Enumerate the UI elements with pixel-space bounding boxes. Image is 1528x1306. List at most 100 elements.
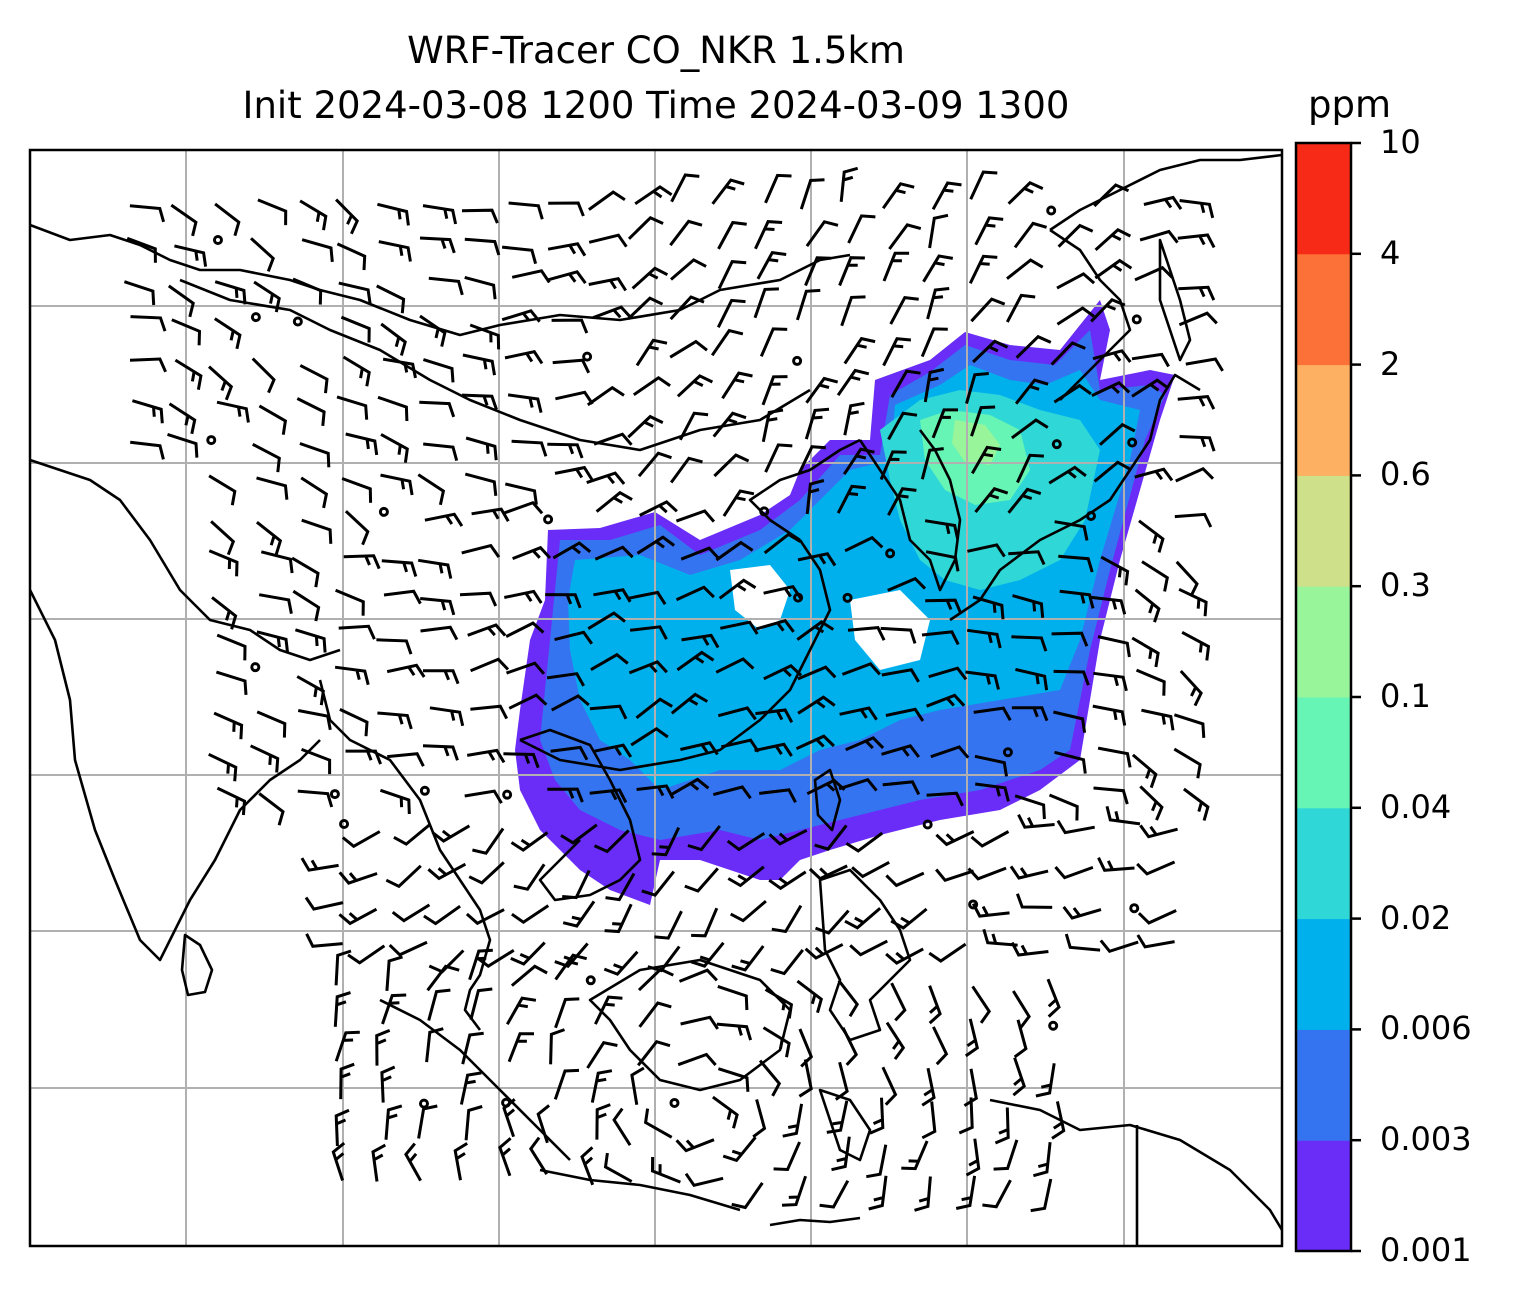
- gridlines: [30, 150, 1282, 1246]
- colorbar-segment: [1296, 364, 1351, 476]
- calm-wind-marker: [669, 1097, 680, 1108]
- wind-barb: [638, 1001, 672, 1028]
- coast-korea: [858, 429, 962, 592]
- calm-wind-marker: [418, 1098, 429, 1109]
- coast-vietnam: [519, 728, 642, 902]
- wind-barb: [1179, 669, 1203, 707]
- wind-barb: [213, 317, 242, 350]
- wind-barb: [669, 219, 703, 247]
- wind-barb: [1011, 635, 1048, 652]
- wind-barb: [636, 535, 675, 555]
- wind-barb: [882, 337, 912, 367]
- wind-barb: [506, 661, 546, 675]
- wind-barb: [1099, 422, 1136, 446]
- colorbar-segment: [1296, 918, 1351, 1030]
- wind-barb: [754, 220, 783, 250]
- wind-barb: [1062, 905, 1102, 920]
- wind-barb: [831, 1136, 851, 1172]
- wind-barb: [469, 987, 493, 1021]
- wind-barb: [967, 866, 1007, 881]
- wind-barb: [882, 780, 921, 796]
- coast-russia-border: [30, 223, 851, 337]
- wind-barb: [680, 741, 719, 756]
- wind-barb: [722, 1136, 757, 1163]
- calm-wind-marker: [1046, 205, 1057, 216]
- coast-china-east: [748, 438, 861, 542]
- wind-barb: [380, 433, 409, 463]
- wind-barb: [345, 749, 382, 765]
- wind-barb: [1010, 941, 1049, 957]
- wind-barb: [1105, 805, 1141, 826]
- wind-barb: [1179, 435, 1216, 452]
- wind-barb: [635, 697, 673, 719]
- wind-barb: [380, 473, 414, 496]
- wind-barb: [427, 988, 451, 1021]
- wind-barb: [722, 489, 755, 517]
- wind-barb: [1017, 814, 1055, 829]
- colorbar-segment: [1296, 697, 1351, 809]
- calm-wind-marker: [292, 316, 303, 327]
- wind-barb: [841, 662, 881, 676]
- wind-barb: [461, 1031, 484, 1065]
- wind-barb: [717, 706, 757, 721]
- wind-barb: [796, 620, 835, 641]
- wind-barb: [764, 988, 794, 1019]
- wind-barb: [1006, 258, 1044, 280]
- wind-barb: [795, 288, 821, 321]
- wind-barb: [635, 338, 668, 367]
- wind-barb: [347, 944, 386, 965]
- wind-barb: [805, 479, 825, 515]
- wind-barb: [752, 1099, 767, 1139]
- wind-barb: [982, 928, 1018, 947]
- wind-barb: [589, 704, 628, 720]
- wind-barb: [1179, 199, 1215, 219]
- wind-barb: [651, 826, 681, 857]
- wind-barb: [928, 985, 942, 1025]
- wind-barb: [974, 216, 1004, 246]
- wind-barb: [923, 367, 945, 403]
- calm-wind-marker: [922, 819, 933, 830]
- wind-barb: [669, 339, 708, 359]
- wind-barb: [971, 985, 992, 1024]
- wind-barb: [174, 244, 208, 267]
- wind-barb: [593, 743, 633, 758]
- wind-barb: [637, 451, 672, 478]
- coast-java: [539, 1168, 741, 1212]
- wind-barb: [1131, 352, 1170, 368]
- wind-barb: [427, 862, 467, 881]
- wind-barb: [511, 269, 551, 284]
- wind-barb: [890, 982, 907, 1022]
- wind-barb: [376, 638, 413, 655]
- wind-barb: [126, 236, 157, 263]
- wind-barb: [123, 280, 156, 306]
- wind-barb: [928, 213, 949, 249]
- wind-barb: [627, 414, 664, 439]
- wind-barb: [1178, 587, 1208, 617]
- wind-barb: [771, 904, 803, 934]
- wind-barb: [754, 742, 793, 757]
- wind-barb: [301, 518, 333, 544]
- wind-barb: [931, 181, 962, 211]
- wind-barb: [965, 670, 1000, 690]
- coast-japan: [949, 373, 1201, 622]
- wind-barb: [1053, 710, 1087, 733]
- wind-barb: [637, 967, 674, 992]
- wind-barb: [847, 214, 876, 244]
- wind-barb: [1048, 793, 1079, 821]
- colorbar-units: ppm: [1308, 83, 1392, 126]
- wind-barb: [731, 945, 765, 972]
- wind-barb: [1099, 939, 1139, 954]
- wind-barb: [510, 964, 548, 987]
- wind-barb: [684, 867, 719, 893]
- wind-barb: [973, 706, 1012, 722]
- wind-barb: [426, 964, 460, 992]
- wind-barb: [808, 864, 848, 881]
- wind-barb: [376, 284, 406, 314]
- calm-wind-marker: [793, 592, 804, 603]
- wind-barb: [1141, 708, 1175, 731]
- coast-borneo: [588, 958, 792, 1092]
- wind-barb: [955, 1175, 977, 1210]
- wind-barb: [1175, 560, 1199, 598]
- wind-barb: [965, 1138, 981, 1177]
- wind-barb: [888, 223, 922, 250]
